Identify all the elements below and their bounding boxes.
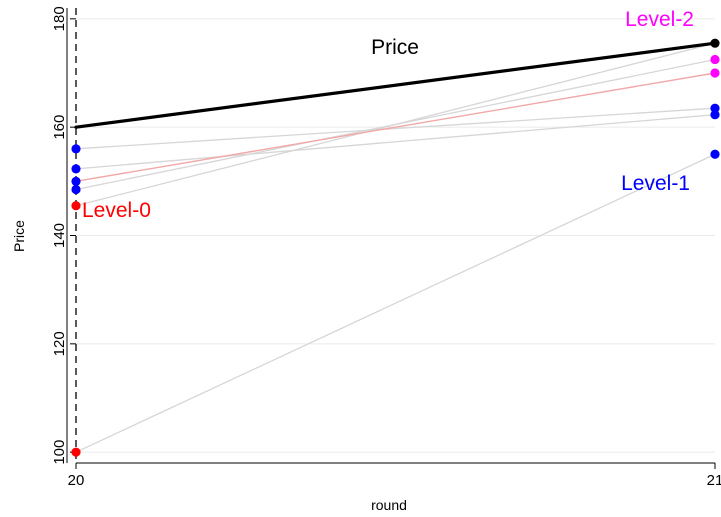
- level0-point: [71, 447, 81, 457]
- level1-series-line: [75, 107, 716, 150]
- y-axis-title: Price: [11, 220, 27, 252]
- level2-annotation: Level-2: [625, 8, 694, 31]
- series-lines: [74, 41, 717, 453]
- level0-series-line: [75, 72, 716, 183]
- y-tick-label: 160: [51, 115, 68, 140]
- level1-point: [71, 144, 81, 154]
- x-tick-label: 20: [68, 472, 85, 489]
- tick-marks: 100 120 140 160 180 20 21: [51, 6, 721, 489]
- level1-point: [71, 184, 81, 195]
- grid-lines: [76, 18, 715, 453]
- level1-point: [710, 110, 720, 120]
- x-tick-label: 21: [707, 472, 721, 489]
- level1-point: [710, 103, 720, 113]
- level1-series-line: [75, 114, 716, 170]
- axes: [66, 8, 715, 464]
- level2-point: [710, 54, 720, 65]
- price-annotation: Price: [371, 36, 419, 59]
- x-axis-title: round: [371, 497, 407, 513]
- level0-point: [71, 201, 81, 211]
- level0-annotation: Level-0: [82, 199, 151, 222]
- price-point: [710, 38, 720, 48]
- level1-series-line: [75, 58, 716, 191]
- data-points: [71, 38, 720, 457]
- price-series-line: [74, 41, 717, 129]
- y-tick-label: 120: [51, 331, 68, 356]
- y-tick-label: 180: [51, 6, 68, 31]
- annotations: Price Level-0 Level-1 Level-2: [82, 8, 694, 222]
- level1-point: [710, 149, 720, 159]
- level0-series-line: [75, 153, 716, 453]
- y-tick-label: 100: [51, 440, 68, 465]
- level1-annotation: Level-1: [621, 172, 690, 195]
- y-tick-label: 140: [51, 223, 68, 248]
- level2-point: [710, 68, 720, 78]
- level1-point: [71, 164, 81, 174]
- level1-point: [71, 176, 81, 186]
